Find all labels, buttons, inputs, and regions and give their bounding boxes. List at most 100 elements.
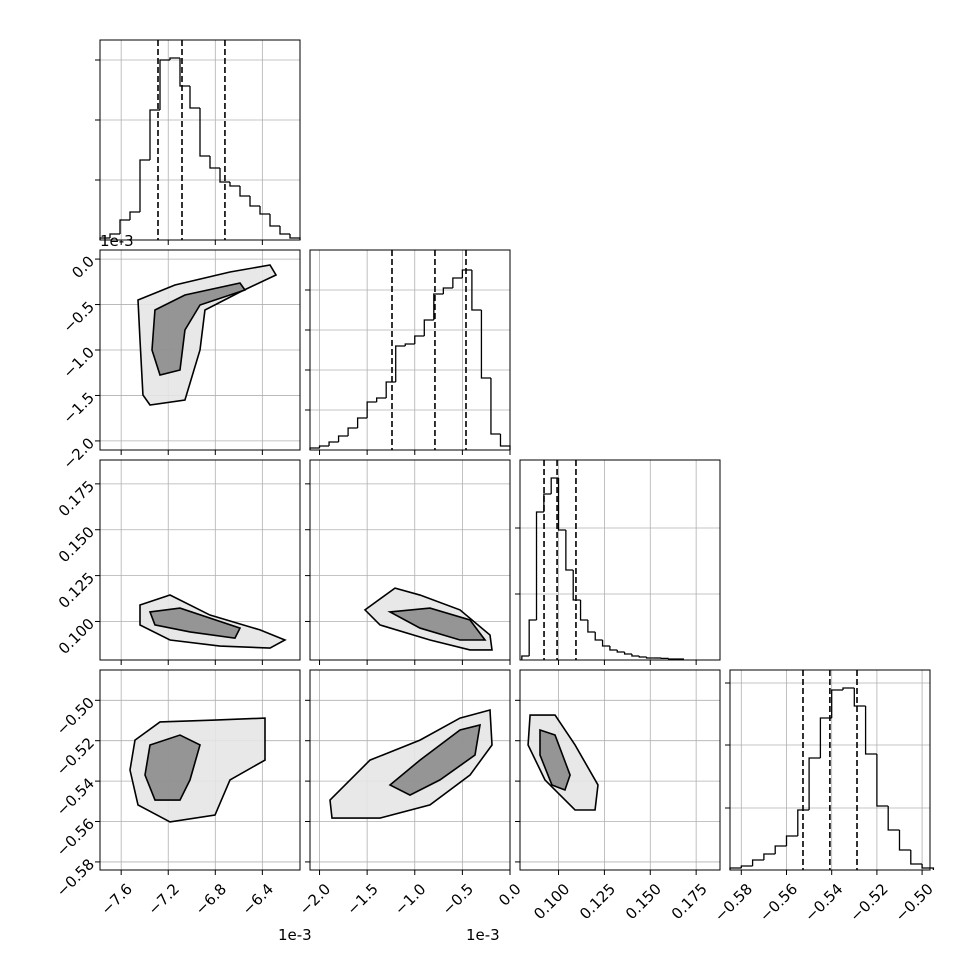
histogram-bin (347, 427, 358, 436)
offset-text: 1e-3 (278, 926, 312, 944)
y-tick-label: 0.125 (55, 569, 98, 612)
histogram-bin (910, 850, 923, 865)
y-tick-label: −0.58 (53, 855, 98, 900)
x-tick-label: 0.125 (576, 880, 619, 923)
contour (151, 282, 247, 376)
panel-frame (99, 669, 301, 871)
contour (388, 723, 481, 796)
contour (539, 728, 571, 792)
histogram-bin (535, 511, 544, 620)
histogram-bin (550, 477, 559, 494)
histogram-bin (366, 401, 377, 418)
histogram-bin (587, 620, 596, 633)
histogram-bin (209, 156, 220, 169)
histogram-bin (785, 835, 798, 846)
histogram-bin (461, 269, 472, 278)
histogram-bin (189, 86, 200, 109)
histogram-bin (763, 853, 776, 860)
x-tick-label: −0.56 (756, 880, 801, 925)
y-tick-label: −0.56 (53, 815, 98, 860)
histogram-bin (169, 57, 180, 60)
x-tick-label: −1.5 (343, 880, 381, 918)
x-tick-label: −7.6 (97, 880, 135, 918)
x-tick-label: −6.8 (192, 880, 230, 918)
histogram-bin (289, 234, 301, 240)
histogram-bin (579, 600, 588, 621)
panel-frame (729, 669, 931, 871)
histogram-bin (521, 655, 530, 660)
y-tick-label: −0.5 (60, 298, 98, 336)
histogram-bin (159, 59, 170, 110)
x-tick-label: 0.150 (622, 880, 665, 923)
x-tick-label: −0.50 (892, 880, 937, 925)
histogram-bin (337, 435, 349, 442)
panel-frame (99, 249, 301, 451)
histogram-bin (328, 441, 339, 446)
panel-frame (309, 459, 511, 661)
histogram-bin (819, 717, 832, 758)
x-tick-label: −0.58 (711, 880, 756, 925)
histogram-bin (480, 310, 491, 379)
histogram-bin (442, 287, 453, 294)
y-tick-label: −0.50 (53, 694, 98, 739)
histogram-bin (740, 865, 753, 868)
histogram-bin (616, 650, 625, 653)
histogram-bin (149, 109, 160, 160)
histogram-bin (414, 335, 425, 344)
histogram-bin (864, 706, 877, 755)
panel-frame (519, 669, 721, 871)
histogram-bin (109, 233, 120, 238)
histogram-bin (557, 478, 566, 531)
histogram-bin (528, 619, 537, 656)
histogram-bin (887, 806, 900, 831)
histogram-bin (853, 688, 866, 707)
histogram-bin (139, 159, 150, 212)
histogram-bin (433, 293, 444, 320)
x-tick-label: −0.52 (846, 880, 891, 925)
panel-frame (519, 459, 721, 661)
y-tick-label: −2.0 (60, 434, 98, 472)
panel-frame (99, 459, 301, 661)
histogram-bin (751, 859, 764, 866)
histogram-bin (565, 530, 574, 571)
histogram-bin (404, 343, 415, 346)
histogram-bin (623, 652, 632, 655)
x-tick-label: −7.2 (144, 880, 182, 918)
panel-frame (309, 249, 511, 451)
histogram-bin (423, 319, 434, 336)
histogram-bin (797, 809, 810, 836)
x-tick-label: −0.54 (801, 880, 846, 925)
x-tick-label: −6.4 (239, 880, 277, 918)
x-tick-label: 0.175 (668, 880, 711, 923)
y-tick-label: 0.175 (55, 477, 98, 520)
histogram-bin (601, 640, 610, 647)
histogram-bin (119, 219, 130, 234)
histogram-bin (898, 830, 911, 851)
histogram-bin (490, 378, 501, 435)
histogram-bin (667, 658, 676, 660)
histogram-bin (259, 206, 270, 215)
y-tick-label: 0.150 (55, 523, 98, 566)
histogram-bin (631, 654, 640, 657)
histogram-bin (385, 381, 396, 398)
contour (144, 734, 201, 801)
histogram-bin (842, 687, 855, 690)
histogram-bin (395, 345, 406, 382)
histogram-bin (199, 108, 210, 157)
x-tick-label: 0.100 (530, 880, 573, 923)
y-tick-label: −1.0 (60, 343, 98, 381)
histogram-bin (376, 397, 387, 402)
y-tick-label: −0.54 (53, 774, 98, 819)
x-tick-label: 0.0 (495, 880, 525, 910)
y-tick-label: 0.0 (68, 252, 98, 282)
histogram-bin (609, 646, 618, 651)
histogram-bin (239, 186, 250, 197)
x-tick-label: −1.0 (391, 880, 429, 918)
histogram-bin (876, 754, 889, 807)
histogram-bin (572, 570, 581, 601)
histogram-bin (808, 757, 821, 810)
contour (148, 607, 242, 640)
histogram-bin (249, 196, 260, 207)
histogram-bin (318, 445, 330, 448)
